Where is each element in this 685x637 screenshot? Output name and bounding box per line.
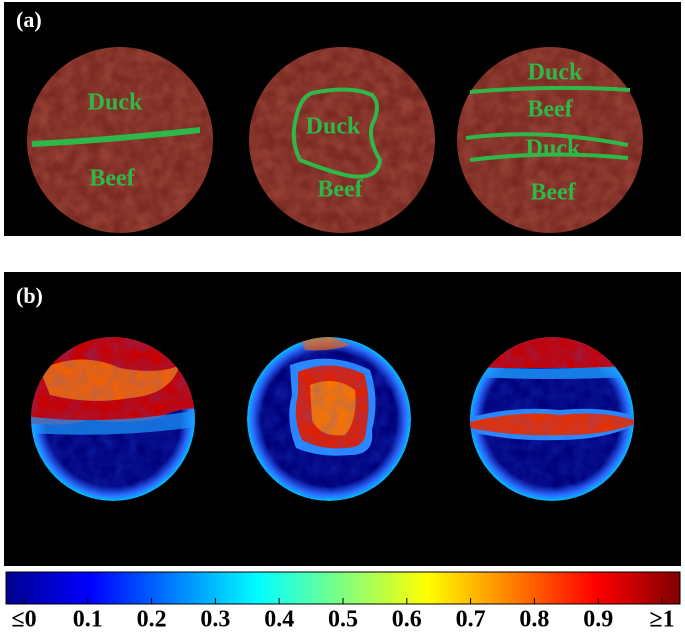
sample-texture <box>249 47 435 233</box>
boundary-line <box>31 127 201 147</box>
colorbar-tick-label: 0.5 <box>328 607 358 633</box>
colorbar: ≤0 0.1 0.2 0.3 0.4 0.5 0.6 0.7 0.8 0.9 ≥1 <box>5 571 681 633</box>
boundary-line <box>469 85 631 94</box>
region-label: Duck <box>306 114 361 140</box>
region-label: Duck <box>526 136 581 162</box>
region-label: Beef <box>89 166 135 192</box>
prediction-map <box>31 337 195 501</box>
panel-a: (a) Duck Beef Duck Beef Duck Beef Duck B… <box>4 2 681 236</box>
colorbar-tick-label: 0.2 <box>137 607 167 633</box>
panel-b: (b) <box>4 272 681 566</box>
region-label: Duck <box>528 60 583 86</box>
boundary-line <box>465 132 629 147</box>
prediction-map <box>247 337 411 501</box>
region-label: Beef <box>527 97 573 123</box>
colorbar-tick-label: 0.1 <box>73 607 103 633</box>
colorbar-tick-label: ≤0 <box>11 607 36 633</box>
region-label: Beef <box>317 177 363 203</box>
boundary-line <box>291 87 383 179</box>
panel-label: (b) <box>16 283 43 308</box>
sample-texture <box>457 47 643 233</box>
region-label: Beef <box>530 180 576 206</box>
region-label: Duck <box>88 90 143 116</box>
colorbar-tick-label: 0.6 <box>392 607 422 633</box>
boundary-line <box>469 152 629 162</box>
colorbar-tick-label: 0.4 <box>264 607 294 633</box>
colorbar-tick-label: ≥1 <box>649 607 674 633</box>
colorbar-tick-label: 0.7 <box>456 607 486 633</box>
colorbar-tick-label: 0.8 <box>519 607 549 633</box>
colorbar-tick-label: 0.3 <box>200 607 230 633</box>
panel-label: (a) <box>16 7 42 32</box>
colorbar-tick-label: 0.9 <box>583 607 613 633</box>
